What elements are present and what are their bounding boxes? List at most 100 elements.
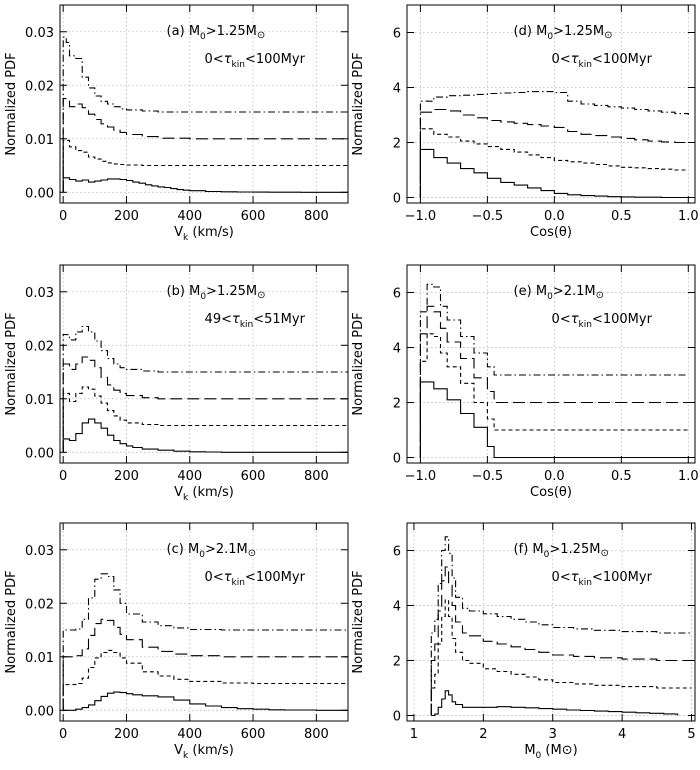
panel-annotation-mass: (a) M0>1.25M⊙ [167,24,266,42]
x-tick-label: 0.0 [544,209,565,224]
series-long-dash [62,98,348,193]
x-axis-label: Vk (km/s) [174,743,234,761]
x-tick-label: 2 [479,727,487,742]
x-tick-label: −1.0 [405,209,437,224]
x-tick-label: 400 [177,469,202,484]
x-tick-label: 800 [304,727,329,742]
y-tick-label: 0.03 [25,286,54,301]
panel-annotation-time: 0<τkin<100Myr [552,312,653,330]
series-dash-dot [430,536,692,716]
x-tick-label: 200 [114,209,139,224]
y-tick-label: 0 [393,452,401,467]
panel-annotation-time: 0<τkin<100Myr [205,570,306,588]
x-tick-label: 600 [241,727,266,742]
series-solid [431,690,679,717]
x-axis-label: Cos(θ) [530,225,572,240]
x-tick-label: −1.0 [405,469,437,484]
panel-annotation-time: 49<τkin<51Myr [205,312,306,330]
y-tick-label: 0.03 [25,26,54,41]
y-axis-label: Normalized PDF [351,52,366,155]
series-long-dash [419,108,689,198]
series-dash-dot [419,283,689,458]
x-tick-label: 400 [177,727,202,742]
panel-annotation-mass: (f) M0>1.25M⊙ [514,542,609,560]
series-dashed [430,599,692,716]
panel-a: 0 200 400 600 800 0.00 0.01 0.02 0.03 Normalized … [4,4,349,243]
panel-c: 0 200 400 600 800 0.00 0.01 0.02 0.03 Normalized … [4,522,349,761]
panel-annotation-mass: (d) M0>1.25M⊙ [514,24,613,42]
plot-frame [59,4,349,204]
y-tick-label: 0.03 [25,544,54,559]
x-tick-label: 0 [59,727,67,742]
x-tick-label: 1 [410,727,418,742]
series-solid [63,691,348,711]
series-dashed [62,649,348,711]
series-long-dash [430,566,692,716]
y-axis-label: Normalized PDF [4,570,19,673]
series-solid [419,381,689,459]
series-long-dash [62,618,348,711]
y-axis-label: Normalized PDF [351,312,366,415]
x-tick-label: 400 [177,209,202,224]
y-tick-label: 4 [393,600,401,615]
x-tick-label: 4 [618,727,626,742]
y-tick-label: 0 [393,710,401,725]
y-tick-label: 0.01 [25,393,54,408]
panel-annotation-time: 0<τkin<100Myr [205,52,306,70]
y-tick-label: 2 [393,137,401,152]
y-tick-label: 0.02 [25,79,54,94]
x-tick-label: 600 [241,209,266,224]
x-axis-label: M0 (M⊙) [524,743,577,761]
series-dash-dot [419,91,689,198]
y-tick-label: 2 [393,397,401,412]
y-tick-label: 0.00 [25,704,54,719]
series-dash-dot [62,36,348,193]
y-tick-label: 2 [393,655,401,670]
series-long-dash [62,356,348,453]
y-axis-label: Normalized PDF [351,570,366,673]
y-tick-label: 0.01 [25,651,54,666]
panel-b: 0 200 400 600 800 0.00 0.01 0.02 0.03 Normalized … [4,264,349,503]
x-tick-label: 1.0 [678,209,699,224]
plot-frame [59,264,349,464]
y-tick-label: 0.01 [25,133,54,148]
x-tick-label: 0 [59,209,67,224]
x-tick-label: 5 [687,727,695,742]
y-tick-label: 4 [393,82,401,97]
panel-annotation-time: 0<τkin<100Myr [552,570,653,588]
plot-frame [59,522,349,722]
series-long-dash [419,305,689,458]
x-tick-label: 600 [241,469,266,484]
y-tick-label: 0.02 [25,339,54,354]
plot-frame [406,522,696,722]
series-dashed [62,139,348,193]
x-tick-label: 1.0 [678,469,699,484]
series-solid [419,148,689,199]
panel-annotation-mass: (e) M0>2.1M⊙ [514,284,604,302]
panel-e: −1.0 −0.5 0.0 0.5 1.0 0 2 4 6 Normalized PDF Cos(θ… [351,264,699,500]
y-tick-label: 0.00 [25,446,54,461]
panel-annotation-mass: (c) M0>2.1M⊙ [167,542,257,560]
x-tick-label: −0.5 [472,469,504,484]
series-dashed [62,386,348,453]
x-tick-label: 3 [549,727,557,742]
x-axis-label: Vk (km/s) [174,485,234,503]
series-dashed [419,333,689,458]
series-dashed [419,128,689,198]
y-tick-label: 6 [393,287,401,302]
y-tick-label: 6 [393,27,401,42]
y-tick-label: 0 [393,192,401,207]
x-tick-label: 800 [304,209,329,224]
x-axis-label: Cos(θ) [530,485,572,500]
y-tick-label: 4 [393,342,401,357]
plot-frame [406,4,696,204]
y-tick-label: 0.00 [25,186,54,201]
x-tick-label: 200 [114,469,139,484]
panel-annotation-time: 0<τkin<100Myr [552,52,653,70]
series-dash-dot [62,573,348,711]
series-solid [62,418,348,453]
panel-f: 1 2 3 4 5 0 2 4 6 Normalized PDF M0 (M⊙) (f) M0>1.2… [351,522,696,761]
y-axis-label: Normalized PDF [4,312,19,415]
y-axis-label: Normalized PDF [4,52,19,155]
